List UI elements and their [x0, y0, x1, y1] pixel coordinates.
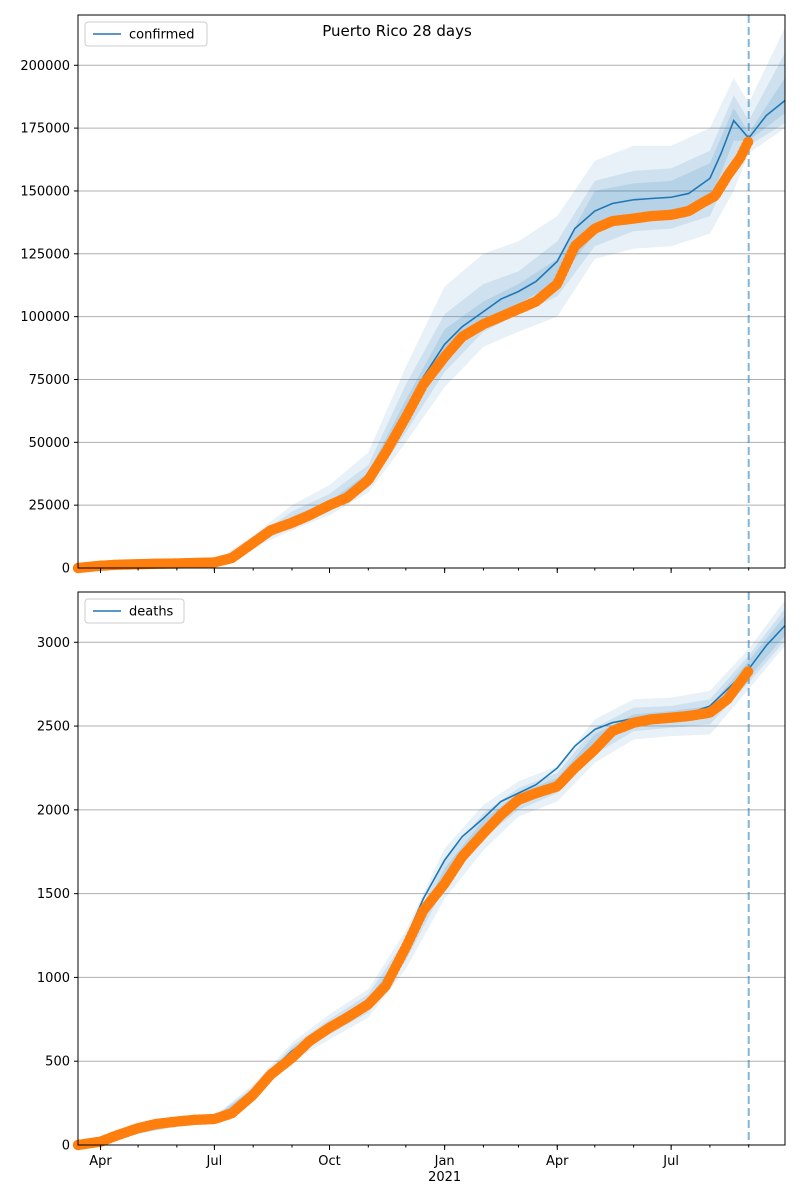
figure-title: Puerto Rico 28 days	[322, 22, 472, 40]
y-tick-label: 125000	[20, 247, 70, 262]
x-tick-label: Jul	[206, 1154, 223, 1169]
uncertainty-band	[78, 77, 785, 568]
uncertainty-band	[78, 27, 785, 569]
uncertainty-band	[78, 52, 785, 569]
y-tick-label: 500	[45, 1055, 70, 1070]
x-tick-year-label: 2021	[428, 1170, 461, 1185]
x-tick-label: Jul	[662, 1154, 679, 1169]
x-tick-label: Apr	[546, 1154, 569, 1169]
y-tick-label: 3000	[37, 636, 70, 651]
y-tick-label: 2500	[37, 720, 70, 735]
axes-frame	[77, 14, 786, 569]
y-tick-label: 75000	[29, 373, 70, 388]
observed-point	[742, 136, 754, 148]
confirmed-panel: 0 25000 50000 75000 100000 125000 150000 175000…	[20, 14, 786, 577]
axes-frame	[77, 591, 786, 1146]
x-tick-label: Oct	[318, 1154, 340, 1169]
deaths-panel: 0 500 1000 1500 2000 2500 3000 Apr Jul Oct Jan Apr J…	[37, 591, 786, 1185]
legend-label: confirmed	[129, 28, 195, 43]
y-tick-label: 50000	[29, 436, 70, 451]
y-tick-label: 100000	[20, 310, 70, 325]
y-tick-label: 1500	[37, 887, 70, 902]
observed-point	[742, 666, 754, 677]
y-tick-label: 0	[62, 1139, 70, 1154]
y-tick-label: 1000	[37, 971, 70, 986]
y-tick-label: 175000	[20, 122, 70, 137]
y-tick-label: 2000	[37, 803, 70, 818]
y-tick-label: 0	[62, 562, 70, 577]
x-tick-label: Apr	[89, 1154, 112, 1169]
x-tick-label: Jan	[434, 1154, 455, 1169]
legend-label: deaths	[129, 605, 174, 620]
y-tick-label: 150000	[20, 184, 70, 199]
uncertainty-band	[78, 608, 785, 1145]
y-tick-label: 25000	[29, 499, 70, 514]
legend-box	[84, 598, 185, 624]
y-tick-label: 200000	[20, 59, 70, 74]
legend-box	[84, 21, 208, 47]
